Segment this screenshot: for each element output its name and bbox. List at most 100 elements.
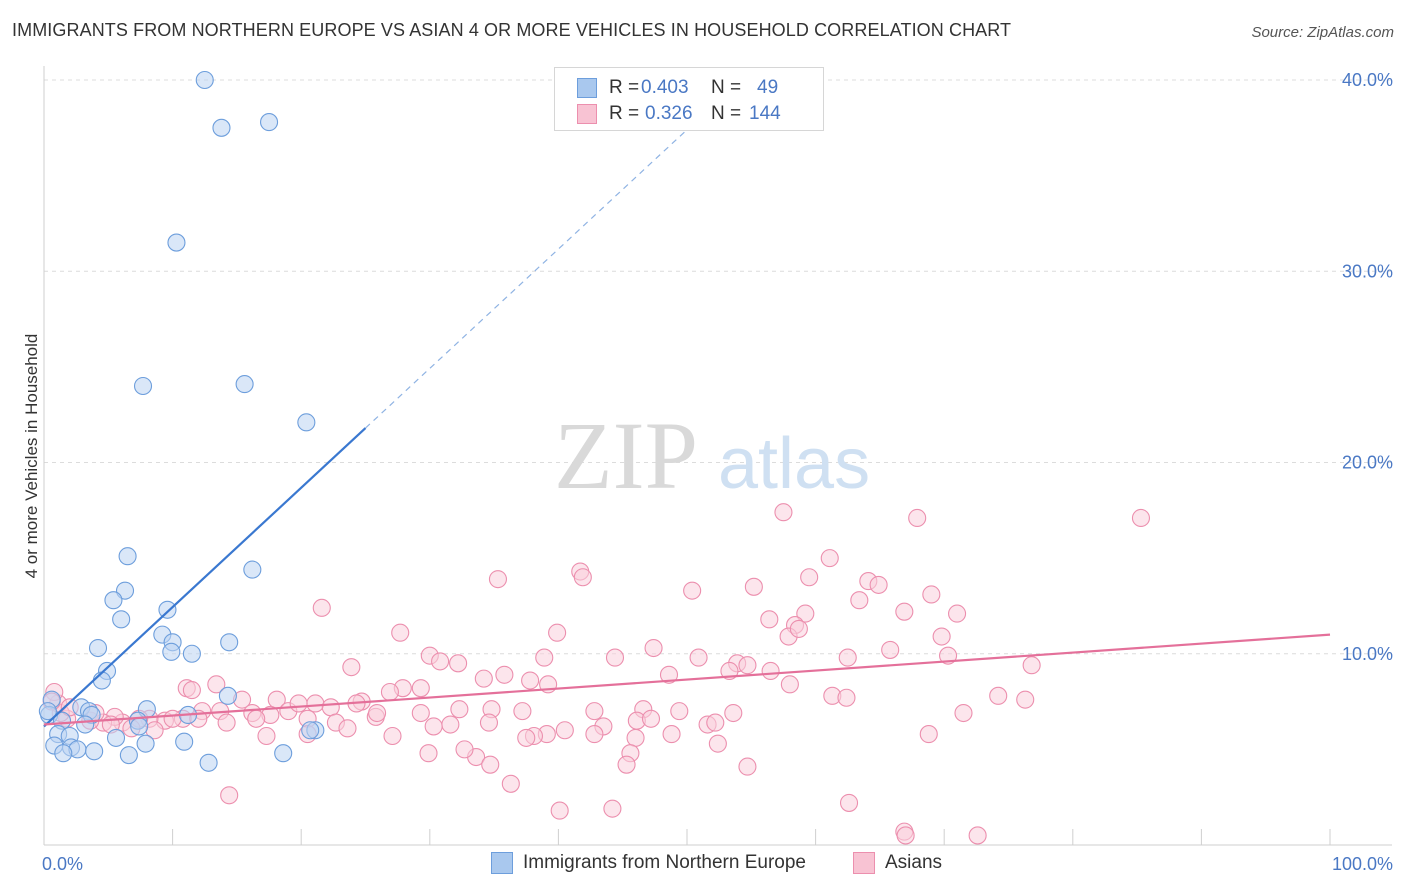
point-northern-europe — [88, 638, 108, 658]
trendline-northern-europe — [43, 427, 367, 728]
point-northern-europe — [235, 375, 254, 394]
point-asians — [521, 671, 540, 690]
point-northern-europe — [218, 686, 237, 705]
point-asians — [774, 503, 793, 522]
legend-swatch-asians — [577, 104, 597, 124]
x-tick-label: 100.0% — [1332, 854, 1393, 874]
point-asians — [670, 702, 689, 721]
point-asians — [217, 713, 236, 732]
point-asians — [908, 508, 927, 528]
point-northern-europe — [301, 721, 320, 740]
point-northern-europe — [112, 610, 131, 629]
point-asians — [247, 709, 266, 728]
point-asians — [419, 744, 438, 763]
point-northern-europe — [243, 560, 262, 579]
point-asians — [411, 679, 430, 698]
legend-item-northern-europe[interactable]: Immigrants from Northern Europe — [491, 852, 806, 874]
point-asians — [850, 591, 869, 610]
point-asians — [954, 703, 973, 723]
point-asians — [550, 801, 569, 820]
point-asians — [789, 619, 808, 638]
point-northern-europe — [212, 118, 231, 137]
point-asians — [922, 585, 941, 604]
legend-r-value: 0.326 — [645, 103, 693, 124]
point-asians — [535, 648, 554, 667]
point-asians — [919, 725, 938, 744]
point-asians — [939, 646, 958, 665]
point-asians — [796, 604, 815, 623]
legend-label-northern-europe: Immigrants from Northern Europe — [523, 852, 806, 873]
point-asians — [380, 682, 399, 702]
point-asians — [585, 702, 604, 721]
point-asians — [481, 755, 500, 774]
point-asians — [474, 669, 493, 688]
point-northern-europe — [195, 70, 214, 90]
point-northern-europe — [104, 591, 123, 610]
point-asians — [948, 604, 967, 623]
point-asians — [342, 658, 361, 677]
point-asians — [689, 648, 708, 667]
point-asians — [321, 698, 340, 717]
y-tick-label: 30.0% — [1342, 261, 1393, 281]
chart-title: IMMIGRANTS FROM NORTHERN EUROPE VS ASIAN… — [12, 20, 1012, 40]
y-axis-label: 4 or more Vehicles in Household — [22, 334, 41, 579]
point-northern-europe — [118, 547, 137, 566]
point-asians — [449, 654, 468, 673]
point-asians — [501, 774, 520, 793]
legend-row-northern-europe: R = 0.403 N = 49 — [577, 76, 778, 100]
point-asians — [738, 757, 757, 776]
chart-source: Source: ZipAtlas.com — [1251, 24, 1394, 41]
point-asians — [800, 568, 819, 587]
point-asians — [820, 549, 839, 568]
legend-label-asians: Asians — [885, 852, 943, 873]
point-northern-europe — [92, 671, 111, 690]
legend-item-asians[interactable]: Asians — [853, 852, 942, 874]
point-asians — [644, 638, 663, 658]
point-asians — [431, 652, 450, 671]
point-northern-europe — [158, 600, 177, 619]
point-asians — [257, 726, 276, 746]
point-asians — [585, 725, 604, 744]
series-legend: Immigrants from Northern Europe Asians — [0, 852, 1406, 878]
legend-r-value: 0.403 — [641, 77, 689, 98]
point-asians — [441, 715, 460, 734]
point-northern-europe — [85, 742, 104, 761]
point-asians — [163, 709, 182, 728]
point-asians — [724, 703, 743, 723]
legend-n-value: 144 — [749, 103, 781, 124]
point-asians — [837, 688, 856, 707]
point-asians — [683, 581, 702, 600]
point-asians — [555, 721, 574, 740]
point-northern-europe — [297, 413, 316, 432]
point-northern-europe — [133, 376, 153, 396]
point-asians — [617, 755, 636, 774]
point-asians — [391, 623, 410, 642]
watermark-atlas: atlas — [718, 424, 870, 504]
watermark: ZIP atlas — [554, 402, 870, 509]
chart-trendlines — [43, 69, 1331, 728]
point-northern-europe — [76, 715, 95, 734]
point-asians — [881, 640, 900, 659]
y-tick-label: 10.0% — [1342, 644, 1393, 664]
point-asians — [455, 740, 474, 759]
legend-swatch-northern-europe — [491, 852, 513, 874]
point-asians — [780, 675, 799, 694]
point-asians — [338, 719, 357, 738]
point-asians — [495, 665, 514, 684]
point-asians — [306, 694, 325, 713]
point-asians — [424, 717, 443, 736]
stats-legend: R = 0.403 N = 49 R = 0.326 N = 144 — [554, 67, 824, 131]
legend-swatch-northern-europe — [577, 78, 597, 98]
point-northern-europe — [38, 702, 57, 721]
point-asians — [932, 627, 951, 646]
point-asians — [517, 728, 536, 747]
point-northern-europe — [162, 642, 181, 661]
point-asians — [989, 686, 1008, 705]
legend-n-value: 49 — [757, 77, 779, 98]
point-asians — [738, 656, 757, 675]
point-asians — [479, 713, 499, 732]
point-asians — [450, 700, 469, 719]
legend-r-label: R = — [609, 77, 640, 98]
legend-swatch-asians — [853, 852, 875, 874]
point-asians — [312, 598, 331, 617]
